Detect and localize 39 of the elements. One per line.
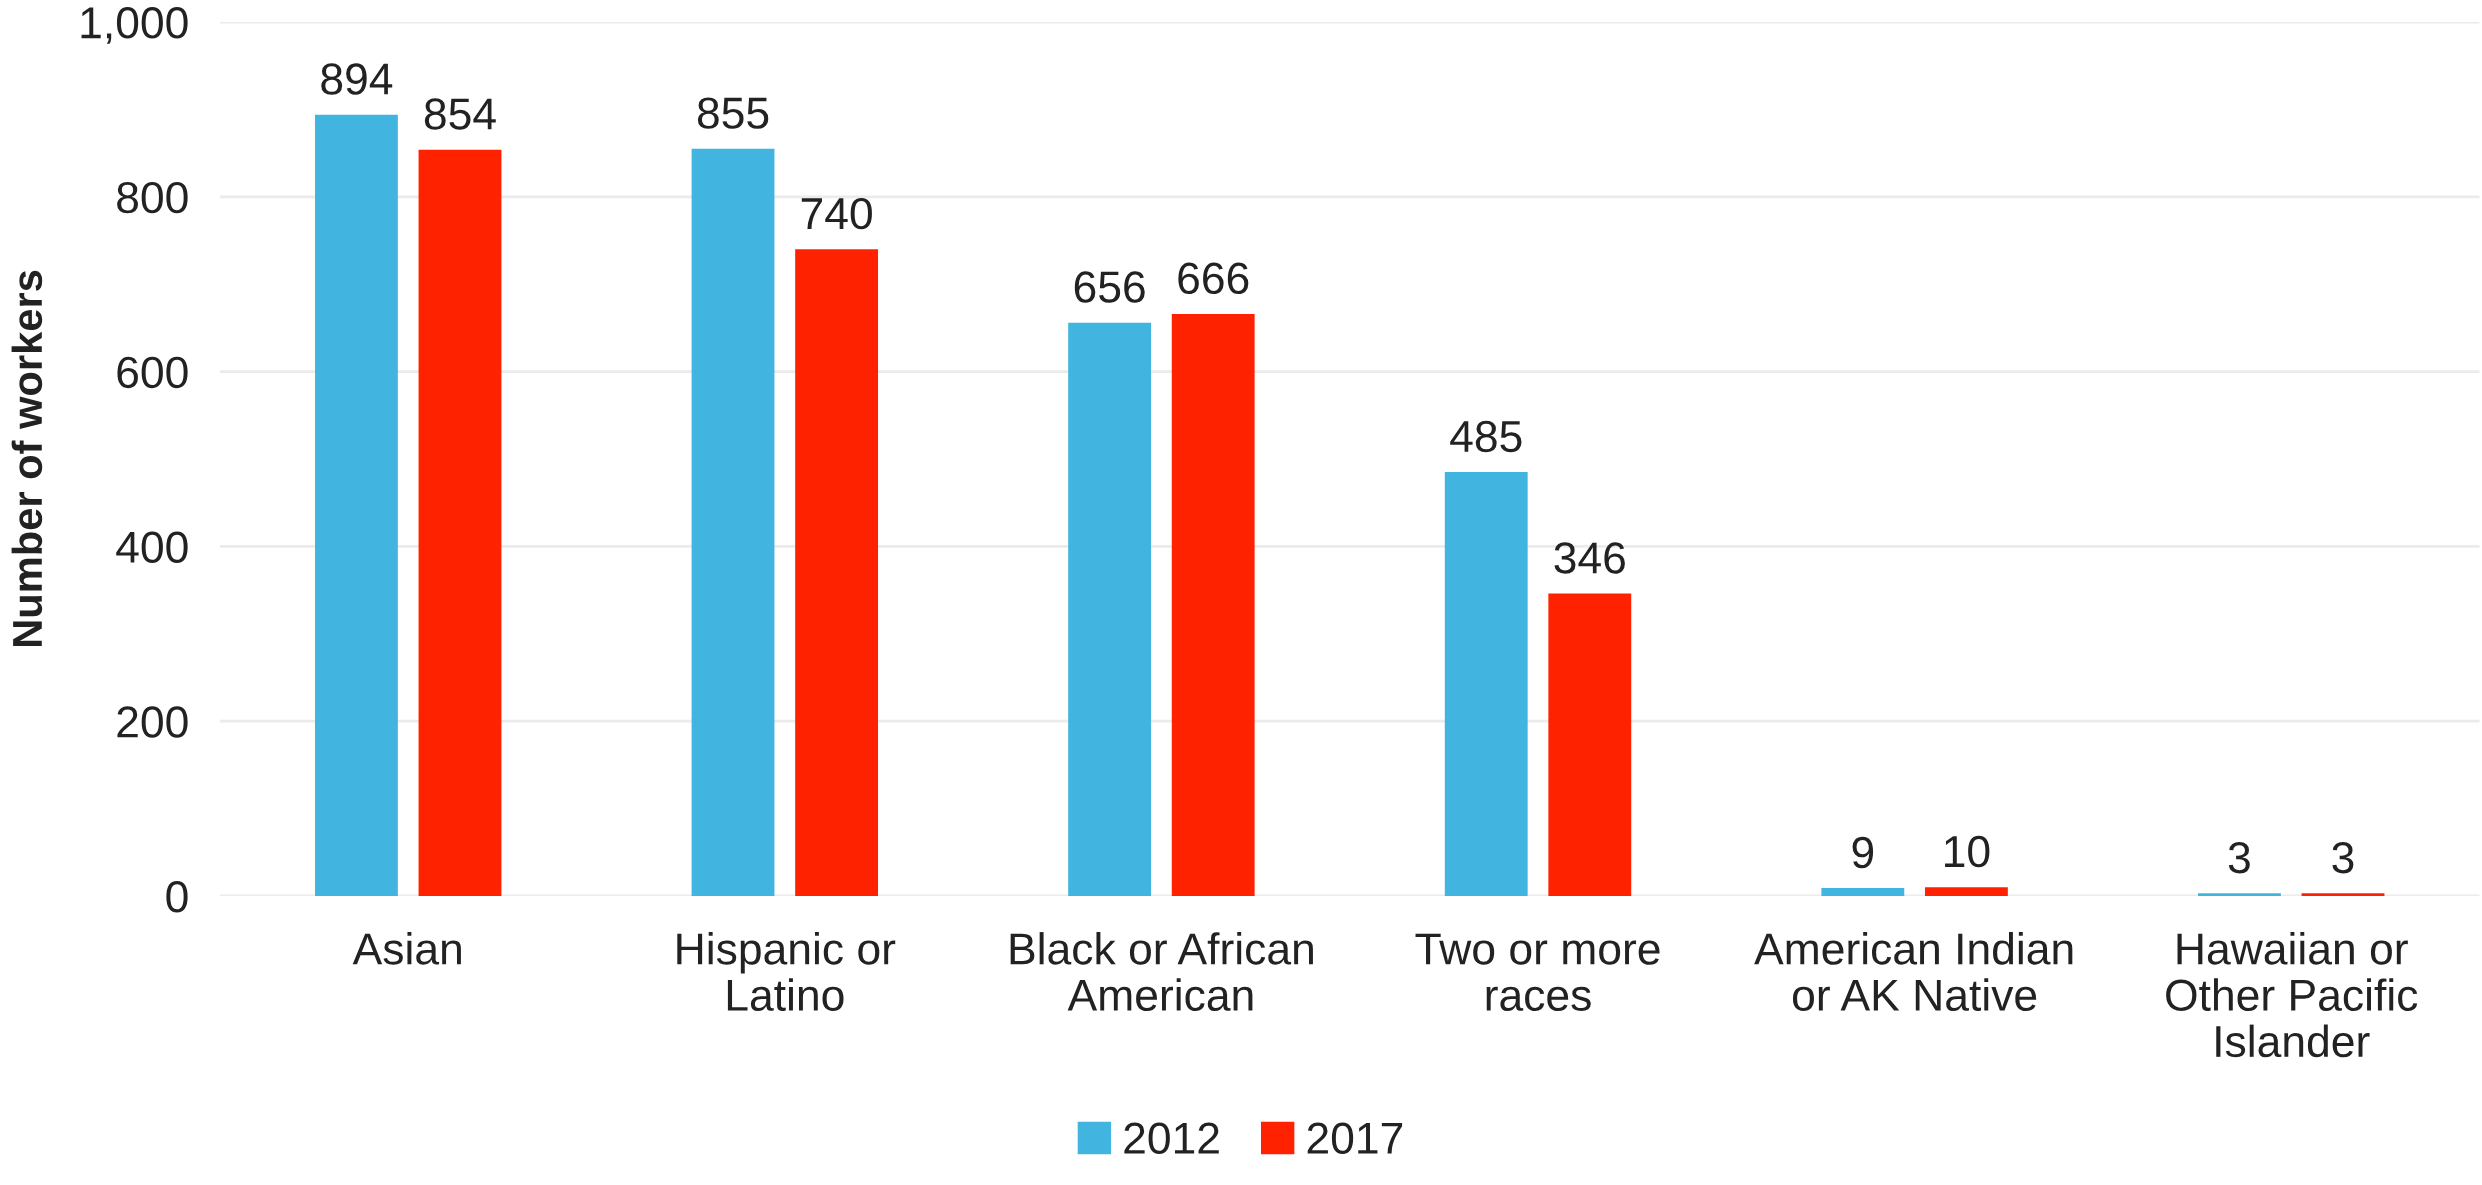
x-tick-label: American Indian or AK Native [1754,932,2073,1011]
legend-label: 2012 [1124,1122,1219,1154]
y-tick-label: 600 [117,356,188,389]
data-label: 485 [1450,420,1522,453]
data-label: 3 [2332,841,2354,874]
bar [2198,893,2281,896]
data-label: 656 [1074,271,1145,303]
x-tick-label: Asian [352,932,461,965]
data-label: 3 [2228,841,2250,874]
data-label: 666 [1178,262,1249,295]
bar [2301,893,2385,896]
bar [1548,593,1632,896]
y-tick-label: 200 [117,706,188,738]
y-axis-title: Number of workers [11,270,43,647]
bar [691,148,775,896]
y-tick-label: 0 [166,881,188,913]
y-tick-label: 800 [117,181,188,214]
data-label: 10 [1945,835,1990,868]
bar [1068,322,1152,896]
data-label: 740 [801,197,872,230]
y-tick-label: 1,000 [81,7,188,44]
y-tick-label: 400 [116,531,188,563]
bar [795,249,879,896]
bar [1821,888,1905,896]
data-label: 855 [697,97,769,129]
data-label: 9 [1852,836,1874,869]
x-tick-label: Hispanic or Latino [677,932,896,1011]
bar [315,114,398,896]
legend-label: 2017 [1307,1122,1403,1154]
x-tick-label: Two or more races [1415,933,1660,1011]
data-label: 854 [424,98,496,130]
x-tick-label: Hawaiian or Other Pacific Islander [2166,932,2418,1058]
bar [1444,472,1528,896]
data-label: 894 [321,63,393,95]
data-label: 346 [1554,542,1625,574]
bar [418,149,502,896]
bar [1924,887,2008,896]
x-tick-label: Black or African American [1010,932,1313,1011]
bar [1171,313,1255,896]
